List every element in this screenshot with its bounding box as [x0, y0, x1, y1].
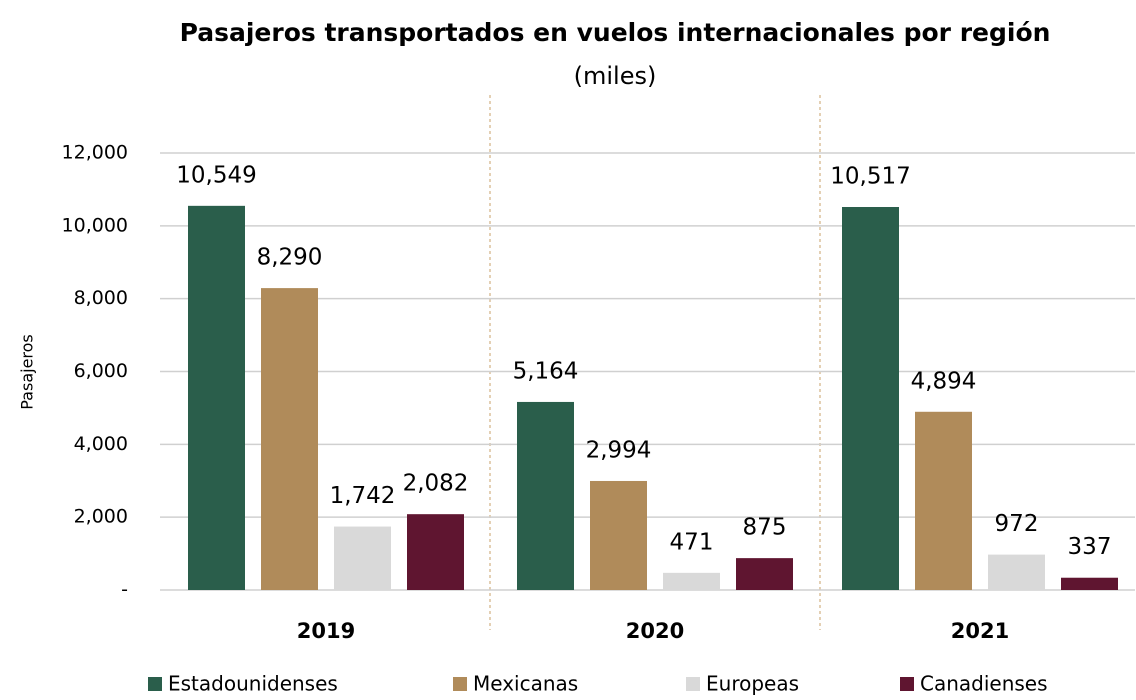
- legend-label: Europeas: [706, 672, 799, 696]
- legend-swatch: [148, 677, 162, 691]
- bar: [188, 205, 245, 590]
- y-tick-label: 10,000: [62, 214, 128, 236]
- bar: [590, 480, 647, 590]
- bar: [517, 401, 574, 590]
- bar: [842, 207, 899, 590]
- bar: [1061, 577, 1118, 590]
- y-tick-label: 2,000: [74, 506, 128, 528]
- y-tick-label: -: [121, 579, 128, 601]
- legend-label: Mexicanas: [473, 672, 578, 696]
- y-tick-label: 12,000: [62, 142, 128, 164]
- chart-title: Pasajeros transportados en vuelos intern…: [180, 18, 1051, 47]
- value-label: 10,549: [176, 162, 256, 188]
- legend-swatch: [453, 677, 467, 691]
- value-label: 471: [670, 529, 714, 555]
- x-tick-label: 2021: [951, 619, 1009, 643]
- value-label: 2,994: [586, 437, 652, 463]
- value-label: 875: [743, 515, 787, 541]
- chart-subtitle: (miles): [574, 62, 657, 90]
- value-label: 337: [1068, 534, 1112, 560]
- bar: [407, 514, 464, 590]
- bar: [988, 554, 1045, 590]
- legend-label: Estadounidenses: [168, 672, 338, 696]
- value-label: 5,164: [513, 358, 579, 384]
- value-label: 1,742: [330, 483, 396, 509]
- legend-label: Canadienses: [920, 672, 1048, 696]
- y-tick-label: 4,000: [74, 433, 128, 455]
- value-label: 2,082: [403, 471, 469, 497]
- bar: [261, 288, 318, 590]
- bar: [736, 558, 793, 590]
- x-tick-label: 2020: [626, 619, 684, 643]
- value-label: 10,517: [830, 164, 910, 190]
- value-label: 4,894: [911, 368, 977, 394]
- x-tick-label: 2019: [297, 619, 355, 643]
- legend-swatch: [900, 677, 914, 691]
- y-axis-label: Pasajeros: [18, 334, 37, 410]
- y-tick-label: 6,000: [74, 360, 128, 382]
- y-tick-label: 8,000: [74, 287, 128, 309]
- value-label: 972: [995, 511, 1039, 537]
- bar: [915, 411, 972, 590]
- value-label: 8,290: [257, 245, 323, 271]
- bar: [663, 572, 720, 590]
- bar: [334, 526, 391, 590]
- legend-swatch: [686, 677, 700, 691]
